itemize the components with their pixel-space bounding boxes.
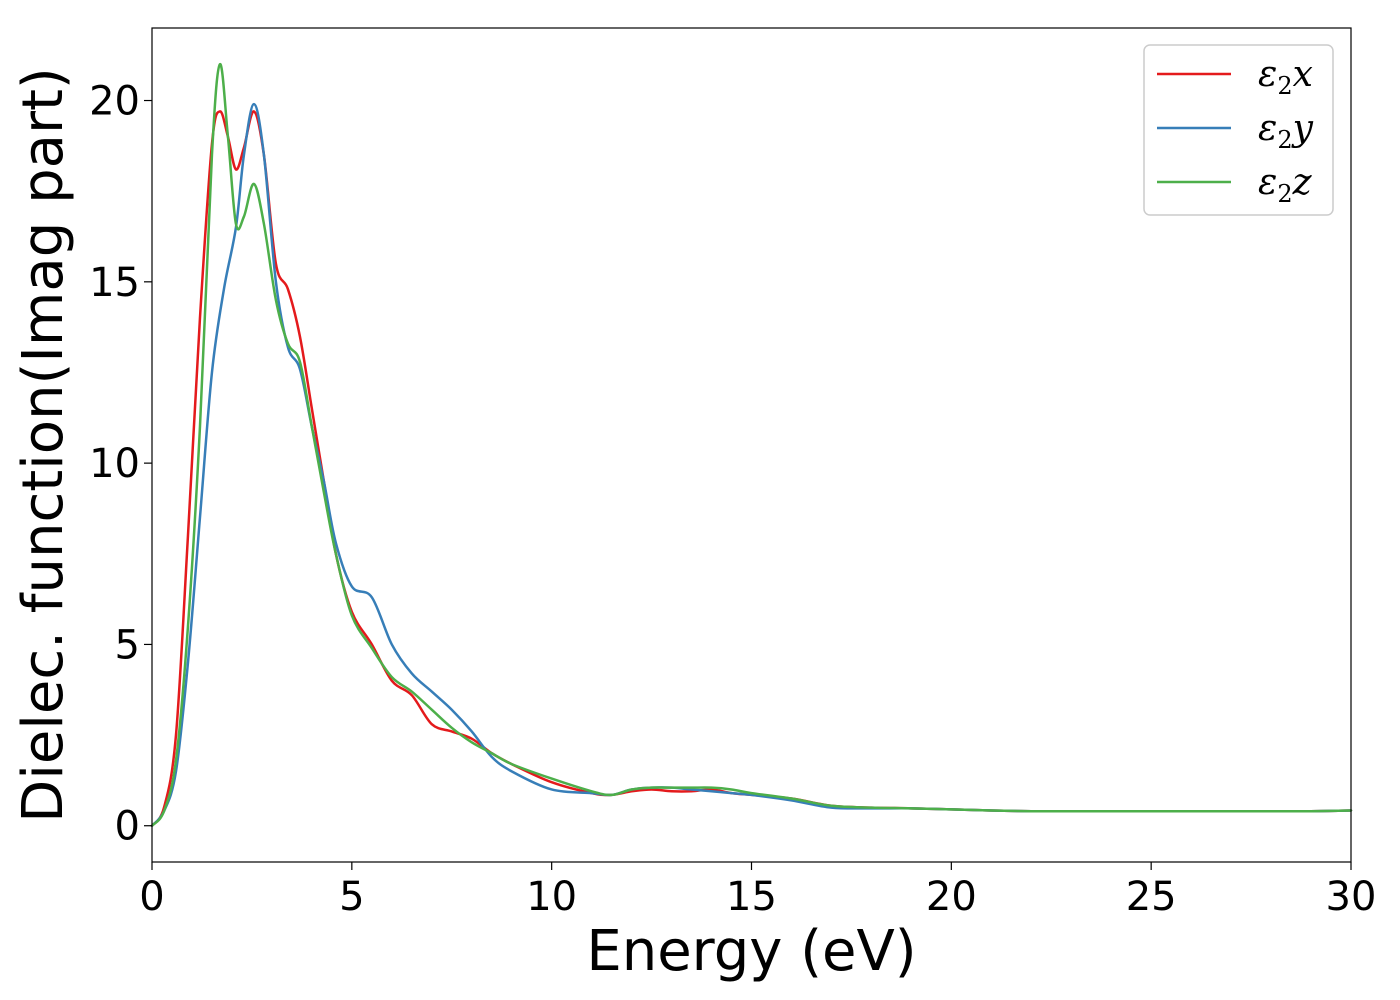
legend-variable: y [1291, 108, 1314, 149]
x-tick-label: 10 [526, 874, 577, 920]
x-axis: 0 5 10 15 20 25 30 [139, 862, 1376, 920]
series-line-z [150, 63, 1353, 827]
legend-symbol: ε [1258, 162, 1277, 203]
y-axis: 0 5 10 15 20 [89, 79, 152, 850]
legend-subscript: 2 [1277, 126, 1292, 154]
legend-symbol: ε [1258, 108, 1277, 149]
legend-variable: x [1293, 54, 1313, 95]
y-tick-label: 15 [89, 260, 140, 306]
legend-subscript: 2 [1277, 72, 1292, 100]
legend-variable: z [1292, 162, 1313, 203]
series-layer [150, 63, 1353, 827]
legend-label-y: ε2y [1258, 108, 1314, 154]
y-tick-label: 5 [115, 622, 140, 668]
x-tick-label: 25 [1126, 874, 1177, 920]
x-tick-label: 5 [339, 874, 364, 920]
y-tick-label: 0 [115, 804, 140, 850]
y-tick-label: 10 [89, 441, 140, 487]
x-tick-label: 30 [1326, 874, 1377, 920]
y-axis-title: Dielec. function(Imag part) [11, 67, 76, 823]
legend-frame [1143, 44, 1334, 216]
legend-label-z: ε2z [1258, 162, 1313, 208]
x-tick-label: 0 [139, 874, 164, 920]
legend-subscript: 2 [1277, 180, 1292, 208]
y-tick-label: 20 [89, 79, 140, 125]
legend-symbol: ε [1258, 54, 1277, 95]
x-tick-label: 15 [726, 874, 777, 920]
legend-label-x: ε2x [1258, 54, 1313, 100]
x-tick-label: 20 [926, 874, 977, 920]
x-axis-title: Energy (eV) [586, 919, 916, 984]
